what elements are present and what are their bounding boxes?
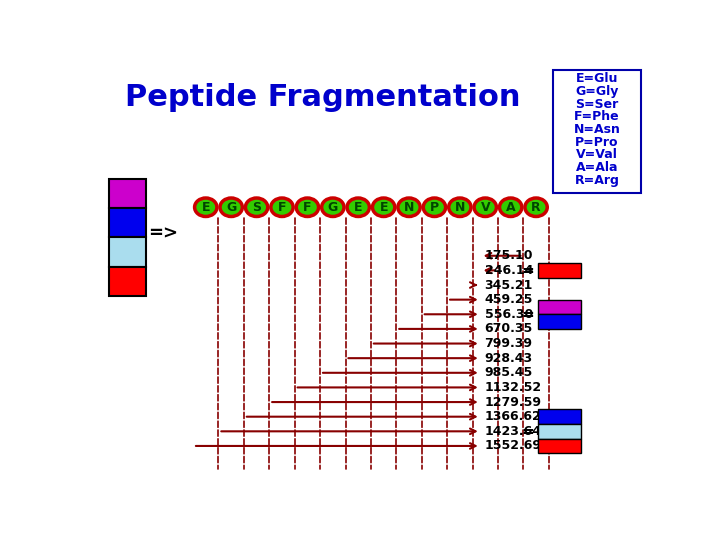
Text: 459.25: 459.25 <box>485 293 533 306</box>
Ellipse shape <box>500 198 522 217</box>
Text: 1552.69: 1552.69 <box>485 440 541 453</box>
Text: =: = <box>521 424 534 439</box>
Text: P: P <box>430 201 439 214</box>
Text: 556.30: 556.30 <box>485 308 533 321</box>
Text: =>: => <box>148 225 179 242</box>
Ellipse shape <box>347 198 369 217</box>
Ellipse shape <box>322 198 344 217</box>
Bar <box>109 208 145 237</box>
Text: =: = <box>521 263 534 278</box>
Text: Peptide Fragmentation: Peptide Fragmentation <box>125 83 521 112</box>
Text: N=Asn: N=Asn <box>574 123 621 136</box>
Text: R=Arg: R=Arg <box>575 174 619 187</box>
Text: A: A <box>506 201 516 214</box>
Ellipse shape <box>372 198 395 217</box>
Text: 985.45: 985.45 <box>485 366 533 379</box>
Text: N: N <box>454 201 465 214</box>
Text: P=Pro: P=Pro <box>575 136 618 148</box>
Text: R: R <box>531 201 541 214</box>
Ellipse shape <box>271 198 293 217</box>
Text: V=Val: V=Val <box>576 148 618 161</box>
Text: 1279.59: 1279.59 <box>485 396 541 409</box>
Text: E: E <box>354 201 362 214</box>
Bar <box>539 300 581 314</box>
Ellipse shape <box>398 198 420 217</box>
Text: 1423.64: 1423.64 <box>485 425 541 438</box>
Text: 1132.52: 1132.52 <box>485 381 541 394</box>
Text: V: V <box>480 201 490 214</box>
Ellipse shape <box>474 198 496 217</box>
Bar <box>539 409 581 424</box>
Text: =: = <box>521 307 534 322</box>
Bar <box>539 263 581 278</box>
Ellipse shape <box>220 198 243 217</box>
Text: A=Ala: A=Ala <box>576 161 618 174</box>
Text: F: F <box>303 201 312 214</box>
Text: N: N <box>404 201 414 214</box>
Ellipse shape <box>296 198 318 217</box>
Ellipse shape <box>449 198 471 217</box>
Text: 246.14: 246.14 <box>485 264 533 277</box>
Text: S: S <box>252 201 261 214</box>
Text: S=Ser: S=Ser <box>575 98 618 111</box>
Text: 670.35: 670.35 <box>485 322 533 335</box>
Bar <box>539 438 581 453</box>
Text: E: E <box>379 201 388 214</box>
Bar <box>109 179 145 208</box>
Text: 345.21: 345.21 <box>485 279 533 292</box>
Text: F: F <box>278 201 287 214</box>
Text: 1366.62: 1366.62 <box>485 410 541 423</box>
Text: E=Glu: E=Glu <box>576 72 618 85</box>
Ellipse shape <box>246 198 268 217</box>
Text: 928.43: 928.43 <box>485 352 533 365</box>
FancyBboxPatch shape <box>553 70 641 193</box>
Text: F=Phe: F=Phe <box>574 110 620 123</box>
Text: G=Gly: G=Gly <box>575 85 618 98</box>
Ellipse shape <box>194 198 217 217</box>
Text: 175.10: 175.10 <box>485 249 533 262</box>
Bar <box>539 314 581 329</box>
Bar <box>109 267 145 296</box>
Text: E: E <box>202 201 210 214</box>
Text: G: G <box>226 201 236 214</box>
Text: G: G <box>328 201 338 214</box>
Bar <box>109 237 145 267</box>
Bar <box>539 424 581 438</box>
Ellipse shape <box>525 198 547 217</box>
Text: 799.39: 799.39 <box>485 337 533 350</box>
Ellipse shape <box>423 198 446 217</box>
